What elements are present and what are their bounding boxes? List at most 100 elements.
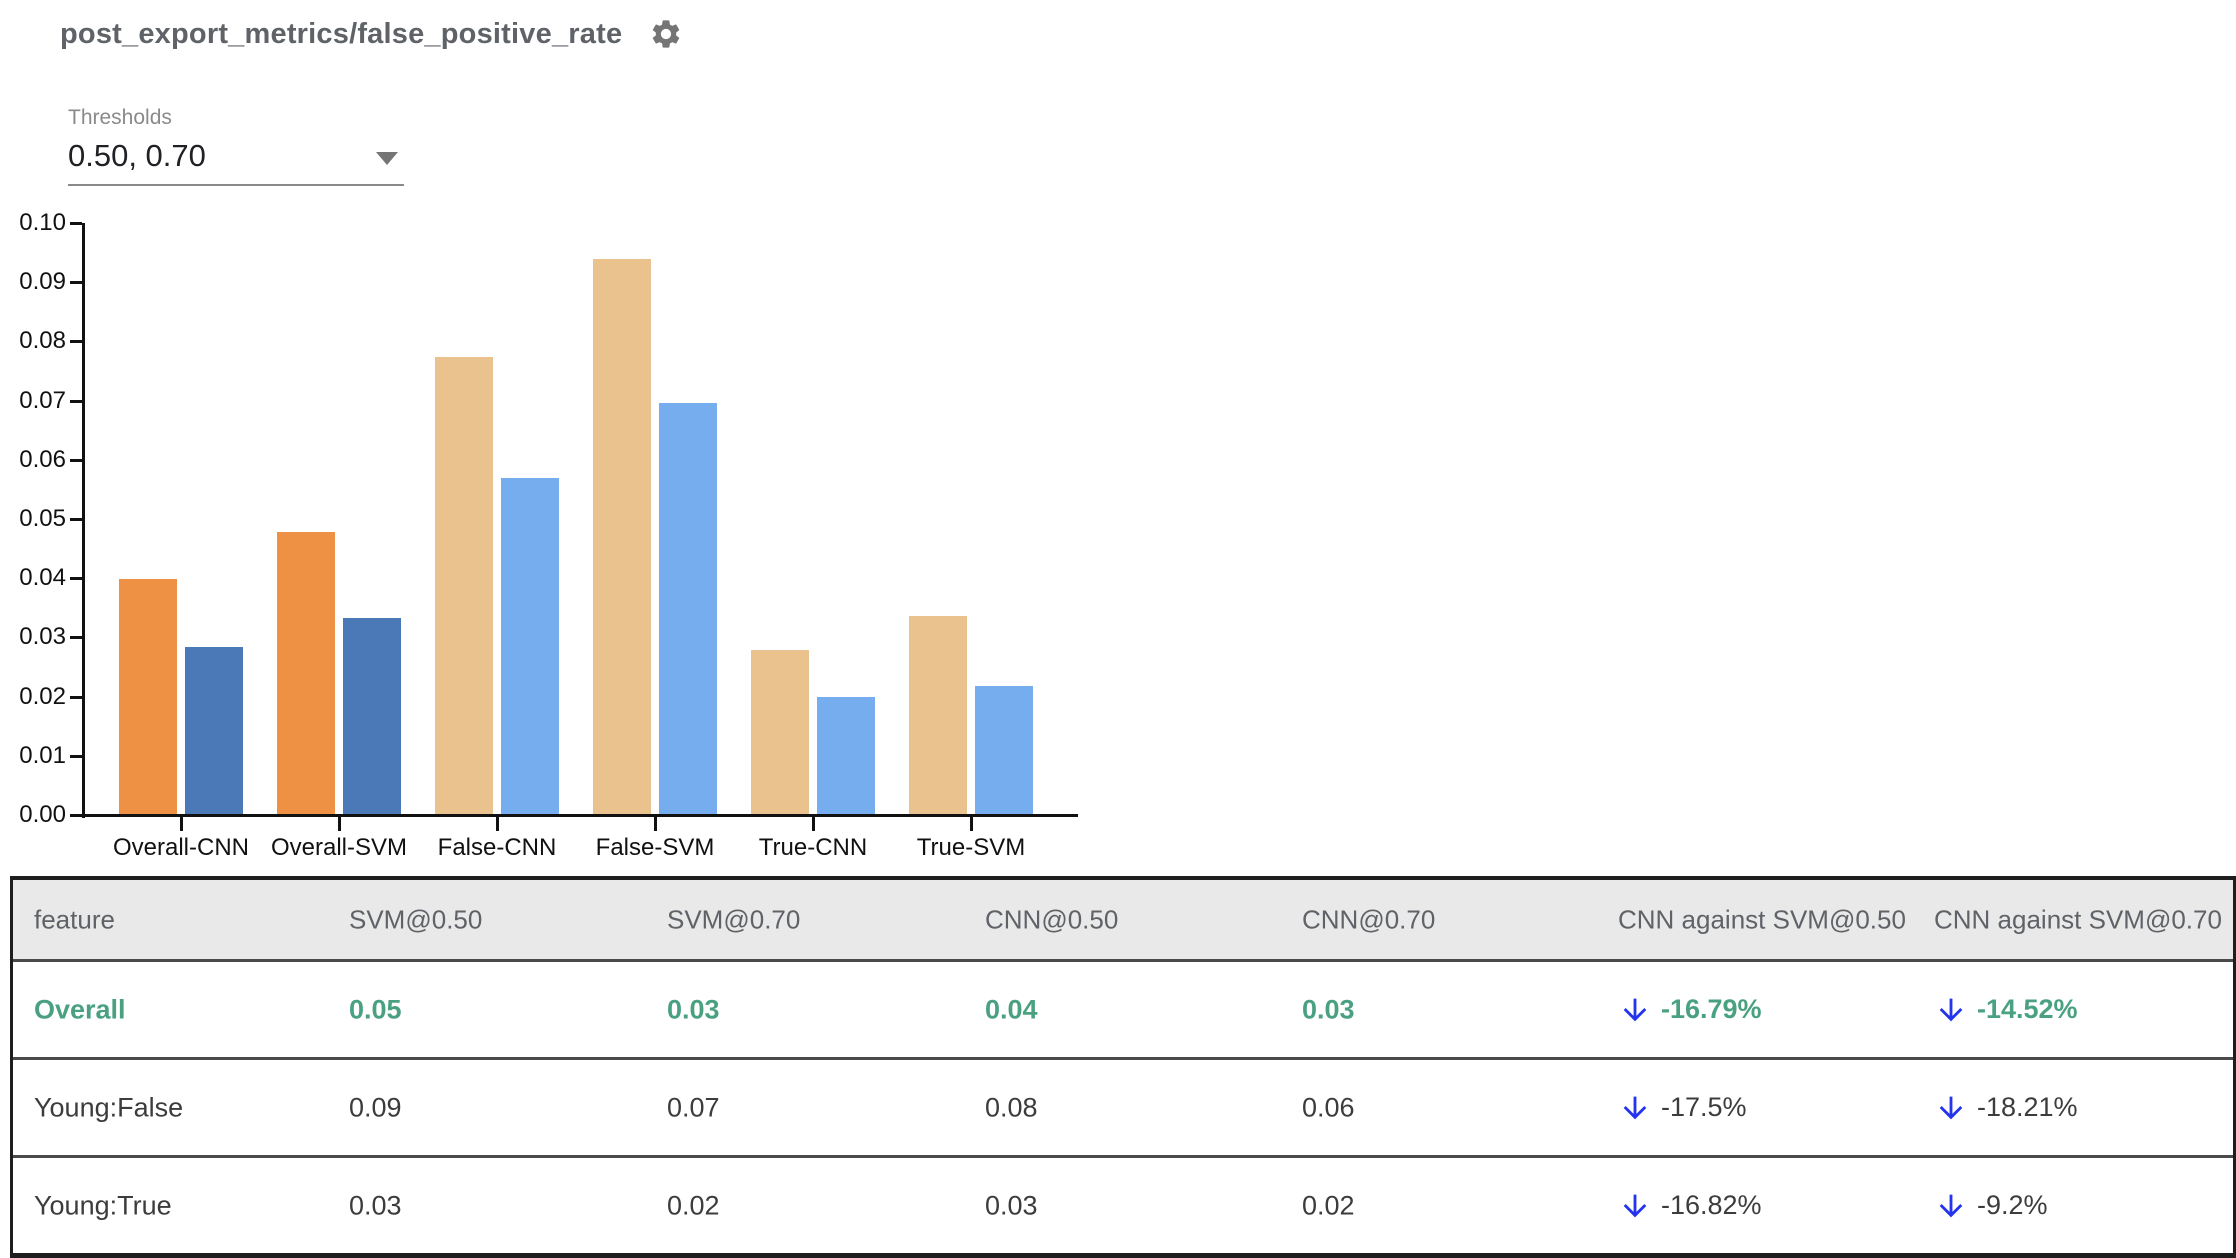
delta-cell: -17.5% — [1618, 1091, 1747, 1125]
thresholds-select[interactable]: 0.50, 0.70 — [68, 138, 404, 186]
metric-value: 0.02 — [667, 1190, 720, 1220]
table-row-overall[interactable]: Overall 0.05 0.03 0.04 0.03 -16.79% -14.… — [13, 962, 2233, 1060]
bar-Overall-CNN-threshold@0.70[interactable] — [185, 647, 243, 815]
y-axis-tick — [70, 459, 82, 462]
y-axis-line — [82, 223, 85, 818]
bar-Overall-CNN-threshold@0.50[interactable] — [119, 579, 177, 815]
bar-True-CNN-threshold@0.50[interactable] — [751, 650, 809, 815]
y-axis-tick — [70, 518, 82, 521]
x-axis-tick — [970, 815, 973, 831]
delta-value: -16.82% — [1661, 1190, 1762, 1220]
thresholds-control: Thresholds 0.50, 0.70 — [68, 106, 404, 186]
x-axis-label-False-CNN: False-CNN — [437, 834, 557, 861]
x-axis-tick — [338, 815, 341, 831]
settings-button[interactable] — [648, 16, 684, 52]
arrow-down-icon — [1623, 1194, 1647, 1217]
y-axis-tick — [70, 222, 82, 225]
feature-label: Overall — [34, 994, 126, 1024]
column-header-cnn-vs-svm-070: CNN against SVM@0.70 — [1934, 904, 2222, 934]
y-axis-label: 0.04 — [19, 564, 66, 591]
y-axis-label: 0.07 — [19, 387, 66, 414]
delta-cell: -16.82% — [1618, 1189, 1762, 1223]
bar-Overall-SVM-threshold@0.50[interactable] — [277, 532, 335, 815]
y-axis-label: 0.09 — [19, 268, 66, 295]
metric-value: 0.03 — [1302, 994, 1355, 1024]
metric-value: 0.07 — [667, 1092, 720, 1122]
delta-value: -16.79% — [1661, 994, 1762, 1024]
false-positive-rate-chart: Overall-CNN Overall-SVM False-CNN False-SVM… — [19, 209, 1078, 861]
bar-False-SVM-threshold@0.50[interactable] — [593, 259, 651, 815]
x-axis-label-True-SVM: True-SVM — [916, 834, 1026, 861]
metric-value: 0.03 — [667, 994, 720, 1024]
y-axis-tick — [70, 340, 82, 343]
thresholds-value: 0.50, 0.70 — [68, 138, 206, 173]
y-axis-tick — [70, 577, 82, 580]
page-title: post_export_metrics/false_positive_rate — [60, 17, 623, 50]
y-axis-tick — [70, 400, 82, 403]
table-header-row: feature SVM@0.50 SVM@0.70 CNN@0.50 CNN@0… — [13, 880, 2233, 962]
metric-value: 0.05 — [349, 994, 402, 1024]
metric-value: 0.08 — [985, 1092, 1038, 1122]
y-axis-label: 0.05 — [19, 505, 66, 532]
bar-False-CNN-threshold@0.70[interactable] — [501, 478, 559, 815]
x-axis-label-True-CNN: True-CNN — [758, 834, 868, 861]
gear-icon — [649, 17, 683, 51]
x-axis-tick — [180, 815, 183, 831]
delta-cell: -16.79% — [1618, 993, 1762, 1027]
y-axis-label: 0.00 — [19, 801, 66, 828]
delta-cell: -14.52% — [1934, 993, 2078, 1027]
x-axis-tick — [654, 815, 657, 831]
arrow-down-icon — [1939, 998, 1963, 1021]
delta-value: -18.21% — [1977, 1092, 2078, 1122]
chevron-down-icon — [376, 152, 398, 165]
metric-value: 0.06 — [1302, 1092, 1355, 1122]
table-row-young-true[interactable]: Young:True 0.03 0.02 0.03 0.02 -16.82% -… — [13, 1158, 2233, 1253]
y-axis-label: 0.06 — [19, 446, 66, 473]
chart-header: post_export_metrics/false_positive_rate — [60, 16, 684, 52]
metric-value: 0.02 — [1302, 1190, 1355, 1220]
y-axis-label: 0.02 — [19, 683, 66, 710]
thresholds-label: Thresholds — [68, 106, 172, 129]
column-header-cnn-050: CNN@0.50 — [985, 904, 1119, 934]
feature-label: Young:True — [34, 1190, 172, 1220]
y-axis-tick — [70, 755, 82, 758]
bar-True-CNN-threshold@0.70[interactable] — [817, 697, 875, 815]
arrow-down-icon — [1623, 1096, 1647, 1119]
bar-False-SVM-threshold@0.70[interactable] — [659, 403, 717, 815]
bar-Overall-SVM-threshold@0.70[interactable] — [343, 618, 401, 815]
x-axis-tick — [496, 815, 499, 831]
feature-label: Young:False — [34, 1092, 184, 1122]
column-header-svm-050: SVM@0.50 — [349, 904, 483, 934]
y-axis-label: 0.10 — [19, 209, 66, 236]
table-row-young-false[interactable]: Young:False 0.09 0.07 0.08 0.06 -17.5% -… — [13, 1060, 2233, 1158]
y-axis-tick — [70, 696, 82, 699]
arrow-down-icon — [1939, 1096, 1963, 1119]
y-axis-tick — [70, 814, 82, 817]
bar-False-CNN-threshold@0.50[interactable] — [435, 357, 493, 815]
arrow-down-icon — [1623, 998, 1647, 1021]
bar-True-SVM-threshold@0.50[interactable] — [909, 616, 967, 815]
column-header-cnn-vs-svm-050: CNN against SVM@0.50 — [1618, 904, 1906, 934]
bar-True-SVM-threshold@0.70[interactable] — [975, 686, 1033, 815]
y-axis-tick — [70, 281, 82, 284]
x-axis-label-False-SVM: False-SVM — [595, 834, 715, 861]
column-header-cnn-070: CNN@0.70 — [1302, 904, 1436, 934]
x-axis-label-Overall-SVM: Overall-SVM — [270, 834, 408, 861]
arrow-down-icon — [1939, 1194, 1963, 1217]
x-axis-tick — [812, 815, 815, 831]
y-axis-tick — [70, 636, 82, 639]
column-header-svm-070: SVM@0.70 — [667, 904, 801, 934]
metric-value: 0.03 — [349, 1190, 402, 1220]
metrics-table: feature SVM@0.50 SVM@0.70 CNN@0.50 CNN@0… — [10, 876, 2236, 1258]
metric-value: 0.09 — [349, 1092, 402, 1122]
delta-value: -9.2% — [1977, 1190, 2048, 1220]
delta-cell: -9.2% — [1934, 1189, 2048, 1223]
y-axis-label: 0.01 — [19, 742, 66, 769]
y-axis-label: 0.08 — [19, 327, 66, 354]
column-header-feature: feature — [34, 904, 115, 934]
x-axis-label-Overall-CNN: Overall-CNN — [112, 834, 249, 861]
delta-cell: -18.21% — [1934, 1091, 2078, 1125]
delta-value: -17.5% — [1661, 1092, 1747, 1122]
delta-value: -14.52% — [1977, 994, 2078, 1024]
metric-value: 0.04 — [985, 994, 1038, 1024]
